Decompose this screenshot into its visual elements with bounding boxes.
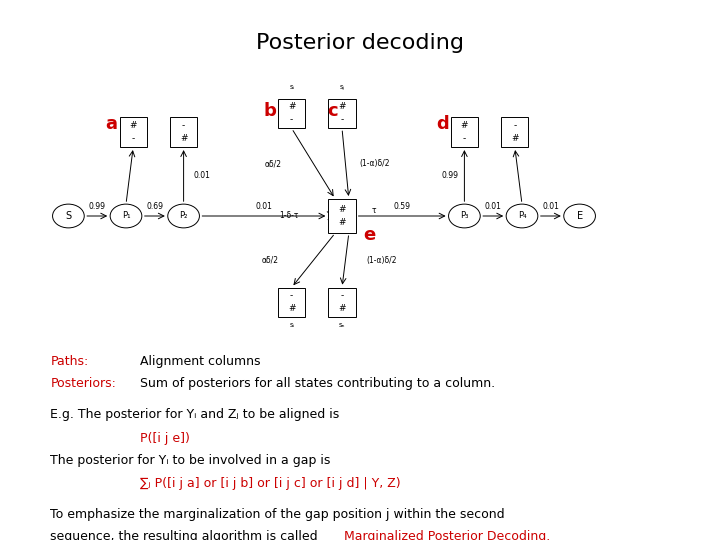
Text: Posteriors:: Posteriors: [50,377,116,390]
Circle shape [449,204,480,228]
Text: #: # [288,103,295,111]
Text: -: - [132,134,135,143]
Text: ∑ⱼ P([i j a] or [i j b] or [i j c] or [i j d] | Y, Z): ∑ⱼ P([i j a] or [i j b] or [i j c] or [i… [140,477,401,490]
FancyBboxPatch shape [328,98,356,128]
Text: αδ/2: αδ/2 [261,256,279,265]
Text: -: - [463,134,466,143]
Circle shape [506,204,538,228]
Text: 0.01: 0.01 [193,171,210,180]
Circle shape [110,204,142,228]
FancyBboxPatch shape [501,117,528,147]
Text: b: b [264,102,276,120]
Text: #: # [511,134,518,143]
FancyBboxPatch shape [120,117,147,147]
Text: Paths:: Paths: [50,355,89,368]
Text: 0.69: 0.69 [146,202,163,211]
FancyBboxPatch shape [170,117,197,147]
Text: -: - [290,292,293,300]
Text: e: e [363,226,376,244]
Text: S: S [66,211,71,221]
Circle shape [168,204,199,228]
FancyBboxPatch shape [328,199,356,233]
Text: #: # [180,134,187,143]
Text: sᵢ: sᵢ [289,84,294,90]
Text: P([i j e]): P([i j e]) [140,432,190,445]
Text: To emphasize the marginalization of the gap position j within the second: To emphasize the marginalization of the … [50,508,505,521]
Text: 1-δ-τ: 1-δ-τ [279,212,298,220]
Text: P₃: P₃ [460,212,469,220]
Text: -: - [341,116,343,124]
Text: Marginalized Posterior Decoding.: Marginalized Posterior Decoding. [344,530,550,540]
Text: E.g. The posterior for Yᵢ and Zⱼ to be aligned is: E.g. The posterior for Yᵢ and Zⱼ to be a… [50,408,340,421]
Circle shape [564,204,595,228]
Text: 0.01: 0.01 [485,202,502,211]
Text: (1-α)δ/2: (1-α)δ/2 [366,256,397,265]
Circle shape [53,204,84,228]
Text: -: - [290,116,293,124]
Text: Sum of posteriors for all states contributing to a column.: Sum of posteriors for all states contrib… [140,377,495,390]
Text: sequence, the resulting algorithm is called: sequence, the resulting algorithm is cal… [50,530,322,540]
Text: #: # [338,305,346,313]
Text: Alignment columns: Alignment columns [140,355,261,368]
Text: αδ/2: αδ/2 [265,159,282,168]
Text: #: # [338,103,346,111]
Text: 0.99: 0.99 [441,171,459,180]
Text: -: - [341,292,343,300]
Text: P₂: P₂ [179,212,188,220]
Text: sₙ: sₙ [339,322,345,328]
Text: Posterior decoding: Posterior decoding [256,33,464,53]
Text: sᵢ: sᵢ [289,322,294,328]
Text: -: - [182,122,185,130]
Text: #: # [461,122,468,130]
Text: #: # [130,122,137,130]
Text: sⱼ: sⱼ [340,84,344,90]
Text: -: - [513,122,516,130]
FancyBboxPatch shape [278,287,305,317]
FancyBboxPatch shape [328,287,356,317]
Text: #: # [288,305,295,313]
Text: #: # [338,218,346,227]
FancyBboxPatch shape [278,98,305,128]
FancyBboxPatch shape [451,117,478,147]
Text: 0.01: 0.01 [542,202,559,211]
Text: E: E [577,211,582,221]
Text: #: # [338,205,346,214]
Text: P₁: P₁ [122,212,130,220]
Text: (1-α)δ/2: (1-α)δ/2 [359,159,390,168]
Text: The posterior for Yᵢ to be involved in a gap is: The posterior for Yᵢ to be involved in a… [50,454,330,467]
Text: a: a [106,115,117,133]
Text: 0.01: 0.01 [256,202,272,211]
Text: c: c [328,102,338,120]
Text: d: d [436,115,449,133]
Text: P₄: P₄ [518,212,526,220]
Text: τ: τ [372,206,376,215]
Text: 0.99: 0.99 [89,202,106,211]
Text: 0.59: 0.59 [394,202,410,211]
